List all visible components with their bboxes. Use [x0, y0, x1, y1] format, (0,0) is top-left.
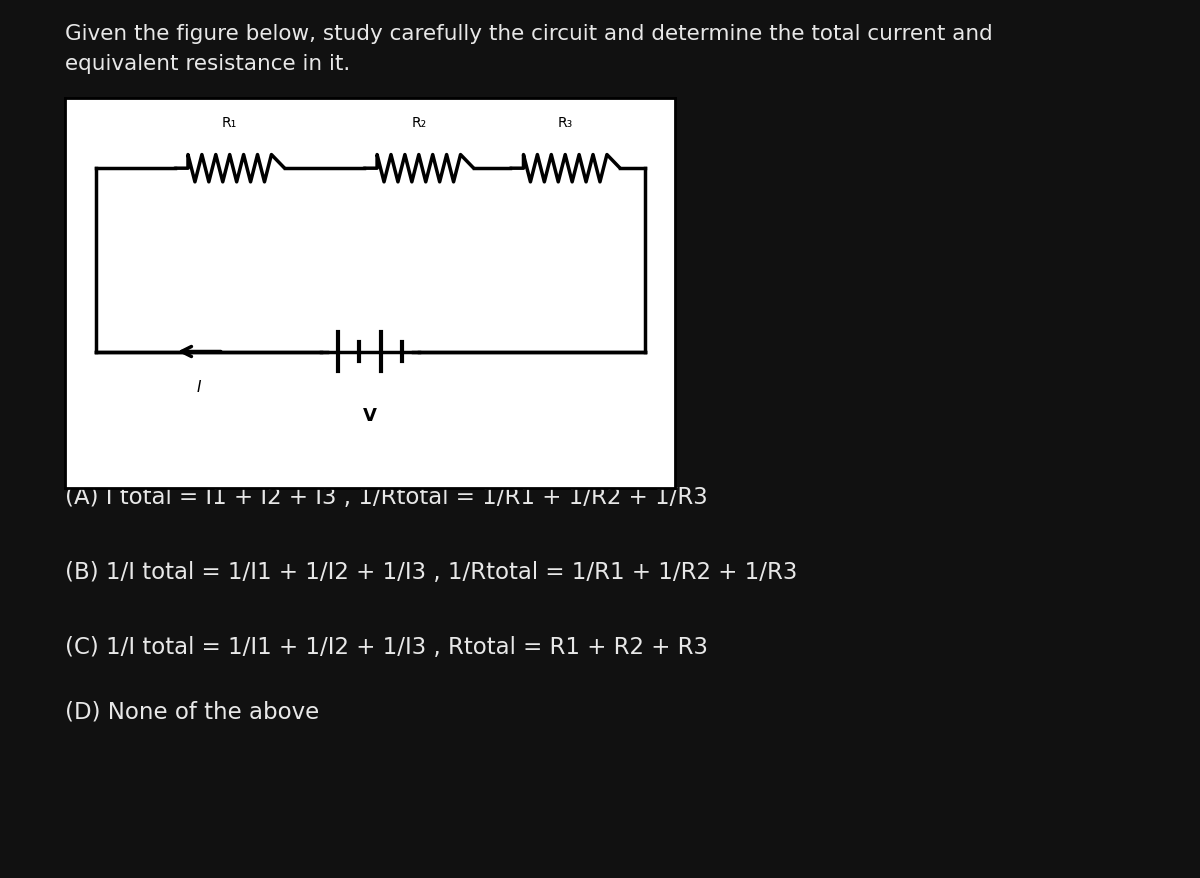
Text: (B) 1/I total = 1/I1 + 1/I2 + 1/I3 , 1/Rtotal = 1/R1 + 1/R2 + 1/R3: (B) 1/I total = 1/I1 + 1/I2 + 1/I3 , 1/R… — [65, 560, 797, 583]
Text: R₂: R₂ — [412, 116, 426, 130]
Text: (D) None of the above: (D) None of the above — [65, 700, 319, 723]
Text: I: I — [197, 379, 202, 394]
Text: R₁: R₁ — [222, 116, 238, 130]
Text: (C) 1/I total = 1/I1 + 1/I2 + 1/I3 , Rtotal = R1 + R2 + R3: (C) 1/I total = 1/I1 + 1/I2 + 1/I3 , Rto… — [65, 636, 708, 658]
Text: (A) I total = I1 + I2 + I3 , 1/Rtotal = 1/R1 + 1/R2 + 1/R3: (A) I total = I1 + I2 + I3 , 1/Rtotal = … — [65, 486, 708, 508]
Text: Given the figure below, study carefully the circuit and determine the total curr: Given the figure below, study carefully … — [65, 24, 992, 44]
Text: equivalent resistance in it.: equivalent resistance in it. — [65, 54, 350, 74]
Text: V: V — [364, 407, 377, 425]
Text: R₃: R₃ — [558, 116, 572, 130]
